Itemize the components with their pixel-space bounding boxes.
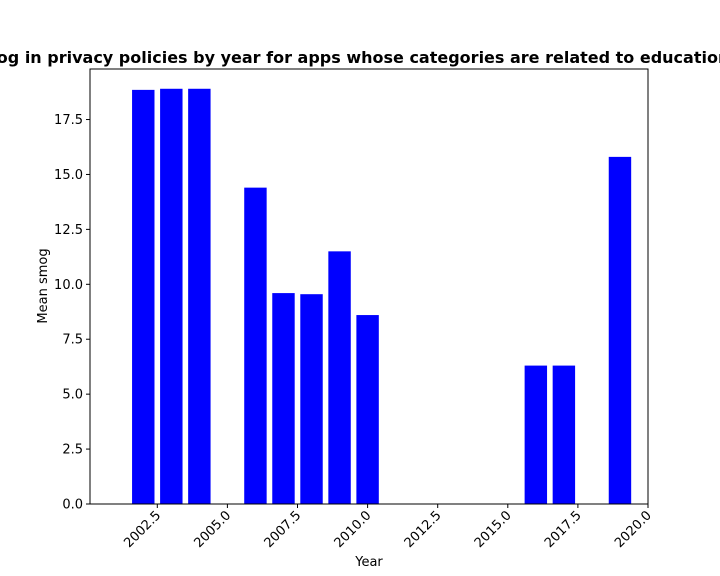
bar-2002 [132, 89, 155, 504]
y-tick-label: 2.5 [62, 443, 83, 458]
x-tick-label: 2010.0 [332, 508, 375, 551]
x-tick-label: 2017.5 [542, 508, 585, 551]
y-tick-label: 15.0 [54, 168, 83, 183]
y-tick-label: 17.5 [54, 113, 83, 128]
bar-2006 [244, 187, 267, 505]
y-tick-label: 7.5 [62, 333, 83, 348]
bar-2010 [356, 315, 379, 504]
x-tick-label: 2007.5 [262, 508, 305, 551]
bar-2009 [328, 251, 351, 504]
bar-2008 [300, 294, 323, 504]
x-tick-label: 2012.5 [402, 508, 445, 551]
y-axis-label: Mean smog [36, 248, 51, 323]
x-axis-ticks: 2002.5 2005.0 2007.5 2010.0 2012.5 2015.0 2017… [121, 504, 655, 551]
x-axis-label: Year [354, 555, 383, 570]
y-tick-label: 10.0 [54, 278, 83, 293]
y-axis-ticks: 0.0 2.5 5.0 7.5 10.0 12.5 15.0 17.5 [54, 113, 90, 513]
plot-frame [89, 68, 649, 505]
x-tick-label: 2015.0 [472, 508, 515, 551]
y-tick-label: 5.0 [62, 388, 83, 403]
chart-title: Mean smog in privacy policies by year fo… [0, 48, 720, 67]
bars-group [132, 88, 632, 505]
bar-2003 [160, 88, 183, 504]
bar-2019 [608, 156, 632, 504]
bar-2007 [272, 293, 295, 504]
y-tick-label: 12.5 [54, 223, 83, 238]
x-tick-label: 2005.0 [191, 508, 234, 551]
bar-2016 [524, 365, 548, 504]
x-tick-label: 2002.5 [121, 508, 164, 551]
y-tick-label: 0.0 [62, 498, 83, 513]
bar-2004 [188, 88, 211, 504]
bar-2017 [552, 365, 576, 504]
x-tick-label: 2020.0 [612, 508, 655, 551]
